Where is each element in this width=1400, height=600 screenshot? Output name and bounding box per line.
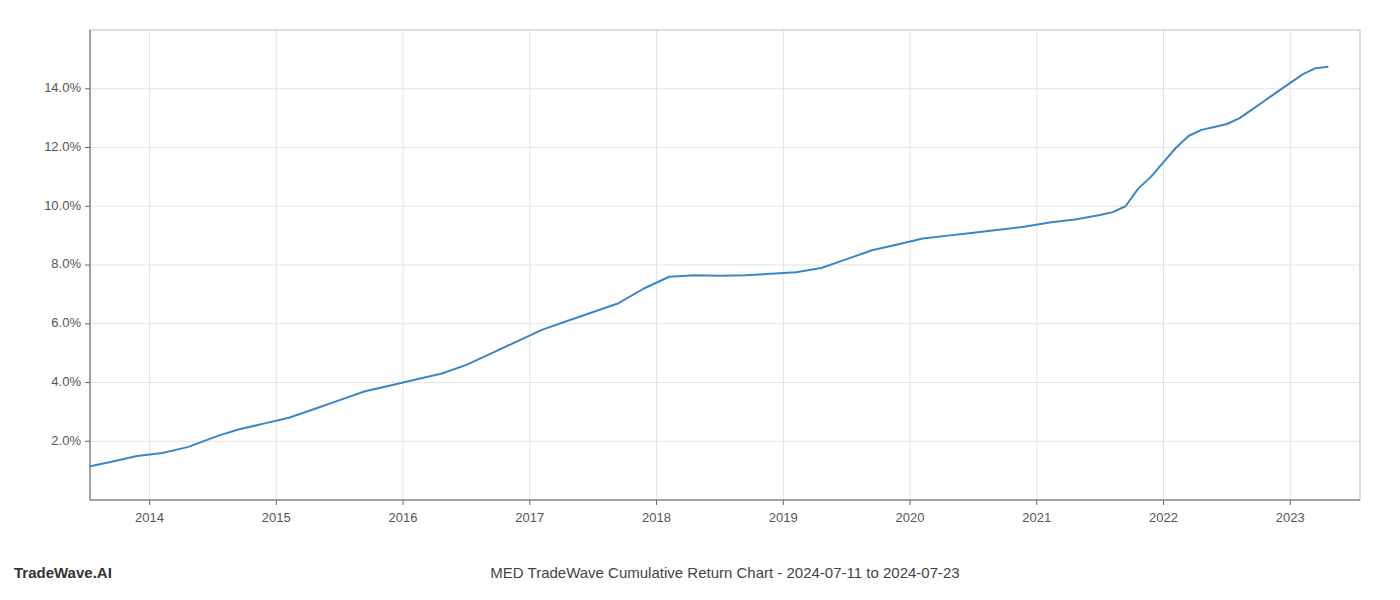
tick-mark <box>1290 500 1291 505</box>
tick-label: 2018 <box>642 510 671 525</box>
grid-line <box>276 30 277 500</box>
grid-line <box>90 88 1360 89</box>
x-axis-line <box>90 500 1360 501</box>
tick-label: 2023 <box>1276 510 1305 525</box>
tick-label: 2.0% <box>51 433 81 448</box>
tick-label: 2016 <box>389 510 418 525</box>
tick-mark <box>85 323 90 324</box>
grid-line <box>90 323 1360 324</box>
title: MED TradeWave Cumulative Return Chart - … <box>490 564 959 581</box>
tick-mark <box>783 500 784 505</box>
tick-mark <box>149 500 150 505</box>
tick-label: 2015 <box>262 510 291 525</box>
grid-line <box>783 30 784 500</box>
tick-mark <box>85 265 90 266</box>
tick-mark <box>276 500 277 505</box>
chart: 2.0% 4.0% 6.0% 8.0% 10.0% 12.0% 14.0% 2014 2015 2… <box>0 0 1400 600</box>
y-axis-line <box>90 30 91 500</box>
tick-label: 4.0% <box>51 374 81 389</box>
grid-line <box>90 441 1360 442</box>
tick-mark <box>910 500 911 505</box>
tick-mark <box>656 500 657 505</box>
tick-label: 2020 <box>896 510 925 525</box>
tick-label: 14.0% <box>44 80 81 95</box>
tick-label: 2021 <box>1022 510 1051 525</box>
tick-label: 2019 <box>769 510 798 525</box>
tick-label: 2017 <box>515 510 544 525</box>
grid-line <box>1290 30 1291 500</box>
axes: 2.0% 4.0% 6.0% 8.0% 10.0% 12.0% 14.0% 2014 2015 2… <box>44 30 1360 525</box>
tick-mark <box>529 500 530 505</box>
grid-line <box>90 147 1360 148</box>
tick-label: 6.0% <box>51 315 81 330</box>
tick-mark <box>85 88 90 89</box>
tick-label: 8.0% <box>51 256 81 271</box>
tick-label: 12.0% <box>44 139 81 154</box>
grid-line <box>1163 30 1164 500</box>
grid-line <box>90 265 1360 266</box>
tick-label: 2022 <box>1149 510 1178 525</box>
grid-line <box>403 30 404 500</box>
tick-mark <box>85 441 90 442</box>
tick-label: 2014 <box>135 510 164 525</box>
tick-mark <box>85 206 90 207</box>
series <box>90 67 1328 467</box>
grid-line <box>910 30 911 500</box>
tick-mark <box>85 382 90 383</box>
grid-line <box>529 30 530 500</box>
tick-mark <box>85 147 90 148</box>
plot-frame <box>90 30 1360 500</box>
grid-line <box>90 382 1360 383</box>
annotation: TradeWave.AI <box>14 564 112 581</box>
tick-mark <box>403 500 404 505</box>
tick-mark <box>1163 500 1164 505</box>
tick-label: 10.0% <box>44 198 81 213</box>
line <box>90 67 1328 467</box>
grid-line <box>1036 30 1037 500</box>
tick-mark <box>1036 500 1037 505</box>
grid <box>90 30 1360 500</box>
grid-line <box>90 206 1360 207</box>
grid-line <box>149 30 150 500</box>
grid-line <box>656 30 657 500</box>
